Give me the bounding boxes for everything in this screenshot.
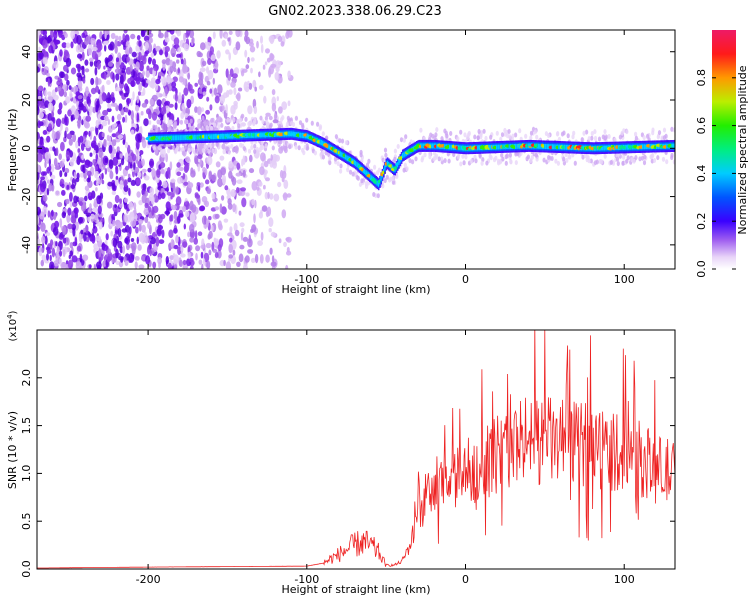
snr-x-ticks: -200 -100 0 100	[136, 330, 635, 586]
y-tick-label: 2.0	[20, 369, 33, 387]
spectrogram-y-label: Frequency (Hz)	[6, 109, 19, 192]
x-tick-label: -200	[136, 573, 161, 586]
colorbar-ticks: 0.0 0.2 0.4 0.6 0.8	[695, 69, 736, 278]
colorbar-tick-label: 0.2	[695, 212, 708, 230]
snr-series-line	[37, 330, 675, 569]
spectrogram-image	[37, 30, 675, 269]
snr-panel: -200 -100 0 100 0.0 0.5 1.0 1.5 2.0 Height of s…	[6, 310, 676, 596]
y-tick-label: -40	[20, 236, 33, 254]
spectrogram-y-ticks: -40 -20 0 20 40	[20, 45, 675, 254]
colorbar-tick-label: 0.4	[695, 165, 708, 183]
y-tick-label: 40	[20, 45, 33, 59]
spectrogram-x-ticks: -200 -100 0 100	[136, 30, 635, 286]
snr-y-label: SNR (10 * v/v)	[6, 411, 19, 489]
colorbar-label: Normalized spectral amplitude	[736, 65, 749, 234]
colorbar-gradient	[712, 30, 736, 269]
snr-x-label: Height of straight line (km)	[281, 583, 430, 596]
colorbar-tick-label: 0.0	[695, 260, 708, 278]
snr-frame	[36, 329, 676, 570]
x-tick-label: 0	[462, 273, 469, 286]
spectrogram-x-label: Height of straight line (km)	[281, 283, 430, 296]
snr-y-ticks: 0.0 0.5 1.0 1.5 2.0	[20, 369, 675, 578]
colorbar-tick-label: 0.8	[695, 69, 708, 87]
x-tick-label: -100	[294, 573, 319, 586]
x-tick-label: -200	[136, 273, 161, 286]
figure-title: GN02.2023.338.06.29.C23	[268, 4, 442, 19]
x-tick-label: 100	[614, 573, 635, 586]
y-tick-label: 0.5	[20, 512, 33, 530]
y-tick-label: 1.5	[20, 417, 33, 435]
x-tick-label: 0	[462, 573, 469, 586]
x-tick-label: -100	[294, 273, 319, 286]
y-tick-label: 0.0	[20, 560, 33, 578]
y-tick-label: -20	[20, 188, 33, 206]
y-tick-label: 20	[20, 93, 33, 107]
colorbar-tick-label: 0.6	[695, 117, 708, 135]
snr-y-multiplier: (x104)	[6, 310, 19, 341]
colorbar: 0.0 0.2 0.4 0.6 0.8 Normalized spectral ampl…	[695, 30, 749, 278]
spectrogram-frame	[36, 29, 676, 270]
y-tick-label: 0	[20, 145, 33, 152]
y-tick-label: 1.0	[20, 465, 33, 483]
x-tick-label: 100	[614, 273, 635, 286]
